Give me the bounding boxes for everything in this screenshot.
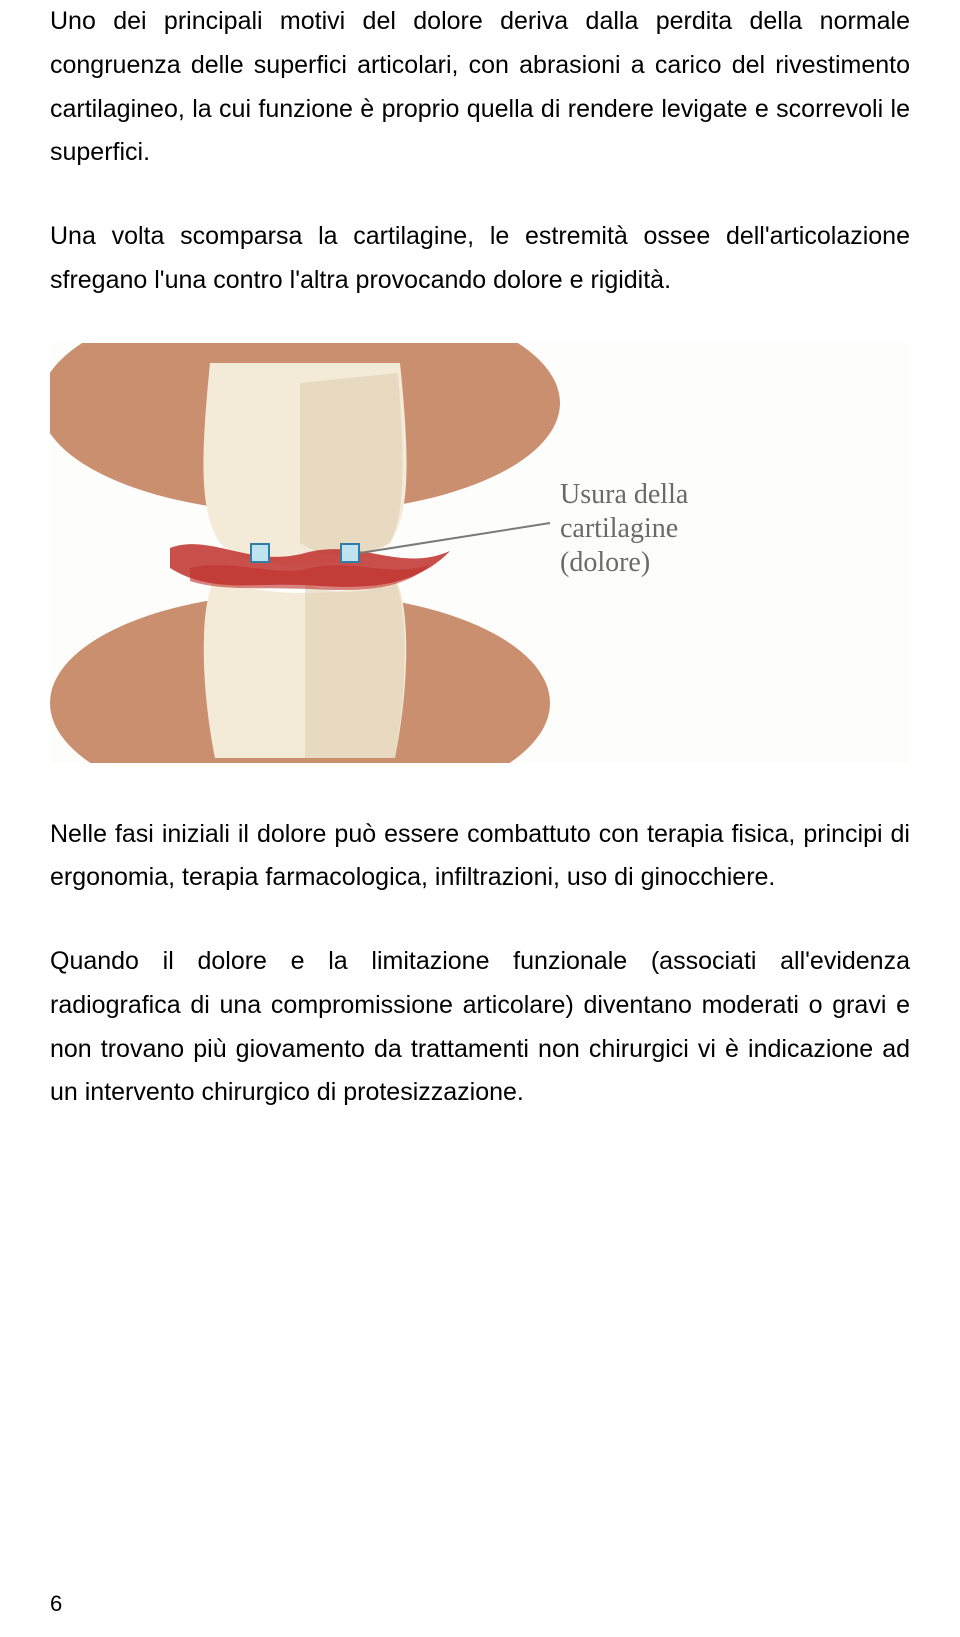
- paragraph-4: Quando il dolore e la limitazione funzio…: [50, 940, 910, 1115]
- knee-illustration-figure: Usura della cartilagine (dolore): [50, 343, 910, 763]
- knee-illustration-svg: Usura della cartilagine (dolore): [50, 343, 910, 763]
- figure-label-line1: Usura della: [560, 479, 689, 510]
- paragraph-1: Uno dei principali motivi del dolore der…: [50, 0, 910, 175]
- paragraph-2: Una volta scomparsa la cartilagine, le e…: [50, 215, 910, 303]
- tibia-shadow: [305, 581, 405, 758]
- figure-label-line3: (dolore): [560, 547, 650, 578]
- paragraph-3: Nelle fasi iniziali il dolore può essere…: [50, 813, 910, 901]
- femur-shadow: [300, 373, 403, 555]
- page-number: 6: [50, 1591, 62, 1617]
- cartilage-marker-2: [341, 544, 359, 562]
- figure-label-line2: cartilagine: [560, 513, 678, 544]
- cartilage-marker-1: [251, 544, 269, 562]
- document-page: Uno dei principali motivi del dolore der…: [0, 0, 960, 1637]
